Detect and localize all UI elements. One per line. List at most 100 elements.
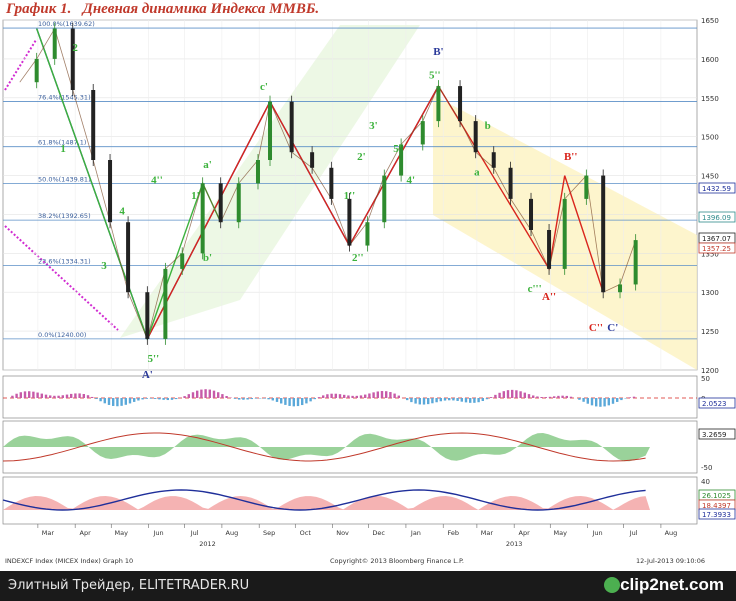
indicator-1-bar [28, 391, 31, 398]
indicator-1-bar [284, 398, 287, 405]
indicator-1-bar [515, 390, 518, 398]
indicator-1-bar [523, 392, 526, 398]
year-label: 2012 [199, 540, 216, 548]
indicator-1-bar [275, 398, 279, 402]
indicator-2-tick: -50 [701, 464, 712, 472]
indicator-1-bar [313, 398, 316, 400]
indicator-1-bar [91, 396, 94, 398]
indicator-1-bar [233, 398, 237, 399]
wave-label: a [474, 167, 480, 179]
candle-body [562, 198, 567, 269]
candle-body [70, 28, 75, 90]
y-tick-label: 1450 [701, 173, 719, 181]
right-label-box [698, 242, 736, 254]
indicator-1-bar [74, 393, 77, 398]
indicator-1-bar [397, 395, 400, 398]
indicator-1-bar [338, 394, 342, 398]
magenta-trend-bottom [4, 225, 119, 331]
indicator-1-bar [158, 398, 161, 400]
right-label-box [698, 508, 736, 520]
indicator-1-bar [628, 397, 631, 398]
indicator-1-bar [494, 394, 497, 398]
indicator-1-bar [599, 398, 602, 407]
wave-label: A'' [542, 291, 556, 303]
indicator-1-bar [309, 398, 312, 402]
wave-label: B'' [564, 151, 577, 163]
wave-label: 4' [406, 174, 415, 186]
indicator-1-bar [49, 395, 52, 398]
indicator-1-bar [448, 398, 451, 401]
indicator-1-bar [334, 393, 337, 398]
wave-label: B' [433, 46, 443, 58]
indicator-1-bar [86, 395, 90, 398]
candle-body [108, 160, 113, 223]
indicator-1-bar [296, 398, 300, 407]
indicator-1-bar [569, 396, 573, 398]
right-label: 18.4397 [702, 502, 731, 510]
indicator-1-bar [78, 393, 81, 398]
indicator-1-bar [578, 398, 581, 400]
indicator-1-bar [544, 397, 547, 398]
indicator-1-bar [603, 398, 606, 407]
fib-label: 61.8%(1487.1) [38, 139, 86, 147]
indicator-1-bar [280, 398, 283, 404]
indicator-1-bar [607, 398, 610, 406]
right-label-box [698, 397, 736, 409]
indicator-1-bar [187, 394, 190, 398]
y-tick-label: 1600 [701, 56, 719, 64]
candle-body [91, 90, 96, 160]
wave-label: 3' [369, 120, 378, 132]
indicator-1-bar [443, 398, 447, 401]
wave-label: 1' [191, 190, 200, 202]
x-tick-label: Jan [410, 529, 421, 537]
wave-label: 2 [72, 42, 78, 54]
x-tick-label: Dec [372, 529, 385, 537]
indicator-1-bar [70, 393, 73, 398]
indicator-1-bar [250, 398, 253, 400]
indicator-1-bar [616, 398, 619, 402]
candle-body [365, 222, 370, 246]
indicator-1-bar [380, 391, 384, 398]
indicator-1-bar [561, 395, 564, 398]
indicator-1-bar [536, 396, 539, 398]
candle-body [618, 284, 623, 293]
indicator-1-bar [57, 395, 60, 398]
candle-body [347, 198, 352, 246]
indicator-1-bar [242, 398, 245, 400]
indicator-1-bar [40, 393, 43, 398]
wave-label: 3 [101, 260, 107, 272]
indicator-1-bar [422, 398, 426, 405]
right-label: 2.0523 [702, 400, 727, 408]
indicator-1-bar [170, 398, 174, 400]
indicator-1-bar [557, 395, 560, 398]
x-tick-label: Sep [263, 529, 275, 537]
indicator-1-bar [149, 398, 153, 399]
wave-label: b' [203, 252, 212, 264]
wave-label: 2'' [352, 252, 364, 264]
indicator-1-bar [565, 395, 568, 398]
price-series [19, 22, 638, 345]
right-label: 3.2659 [702, 431, 727, 439]
candle-body [200, 183, 205, 254]
indicator-1-bar [162, 398, 165, 400]
indicator-panel-1 [2, 375, 698, 419]
x-tick-label: Jun [152, 529, 163, 537]
indicator-1-bar [65, 394, 69, 398]
y-tick-label: 1500 [701, 134, 719, 142]
y-tick-label: 1200 [701, 367, 719, 375]
wave-label: c' [260, 81, 268, 93]
indicator-1-bar [490, 397, 493, 398]
wave-label: 5'' [429, 69, 441, 81]
indicator-1-bar [481, 398, 484, 401]
indicator-1-bar [246, 398, 249, 400]
candle-body [529, 198, 534, 230]
indicator-1-bar [112, 398, 115, 406]
x-tick-label: Jun [591, 529, 602, 537]
candle-body [329, 167, 334, 199]
candle-body [382, 175, 387, 223]
x-tick-label: Apr [80, 529, 92, 537]
brand-logo: clip2net.com [620, 575, 724, 594]
indicator-3-line [2, 489, 646, 511]
indicator-1-bar [548, 396, 552, 398]
meta-left: INDEXCF Index (MICEX Index) Graph 10 [5, 557, 133, 565]
